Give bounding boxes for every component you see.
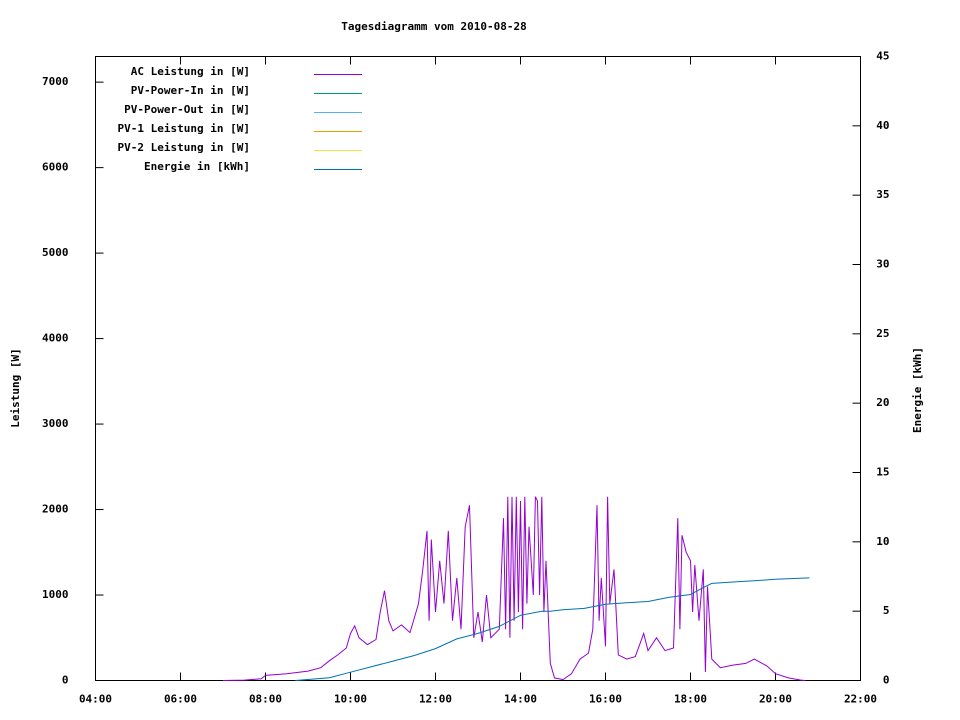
y-tick-label: 3000 <box>42 417 69 430</box>
x-tick-label: 04:00 <box>79 693 112 706</box>
y2-tick-label: 10 <box>876 535 889 548</box>
y2-tick-label: 15 <box>876 466 889 479</box>
y2-tick-label: 40 <box>876 119 889 132</box>
y-tick-label: 7000 <box>42 75 69 88</box>
x-tick-label: 10:00 <box>334 693 367 706</box>
y2-tick-label: 0 <box>883 674 890 687</box>
y-tick-label: 6000 <box>42 161 69 174</box>
y2-tick-label: 5 <box>883 604 890 617</box>
y-tick-label: 0 <box>62 674 69 687</box>
legend-label: Energie in [kWh] <box>144 160 250 173</box>
y-tick-label: 2000 <box>42 503 69 516</box>
x-tick-label: 20:00 <box>759 693 792 706</box>
legend-label: AC Leistung in [W] <box>131 65 250 78</box>
y2-tick-label: 45 <box>876 50 889 63</box>
y-tick-label: 5000 <box>42 246 69 259</box>
x-tick-label: 14:00 <box>504 693 537 706</box>
x-tick-label: 12:00 <box>419 693 452 706</box>
y2-tick-label: 35 <box>876 188 889 201</box>
y2-tick-label: 25 <box>876 327 889 340</box>
plot-frame <box>95 56 861 681</box>
x-tick-label: 08:00 <box>249 693 282 706</box>
legend-label: PV-Power-Out in [W] <box>124 103 250 116</box>
y-tick-label: 4000 <box>42 332 69 345</box>
y-axis-label: Leistung [W] <box>9 348 22 427</box>
chart-title: Tagesdiagramm vom 2010-08-28 <box>341 20 526 33</box>
series-line <box>295 577 810 681</box>
y2-tick-label: 30 <box>876 258 889 271</box>
y2-tick-label: 20 <box>876 396 889 409</box>
y-tick-label: 1000 <box>42 588 69 601</box>
x-tick-label: 16:00 <box>589 693 622 706</box>
legend-label: PV-Power-In in [W] <box>131 84 250 97</box>
series-line <box>222 496 806 681</box>
x-tick-label: 22:00 <box>844 693 877 706</box>
x-tick-label: 06:00 <box>164 693 197 706</box>
x-tick-label: 18:00 <box>674 693 707 706</box>
y2-axis-label: Energie [kWh] <box>911 347 924 433</box>
legend-label: PV-1 Leistung in [W] <box>118 122 250 135</box>
legend-label: PV-2 Leistung in [W] <box>118 141 250 154</box>
